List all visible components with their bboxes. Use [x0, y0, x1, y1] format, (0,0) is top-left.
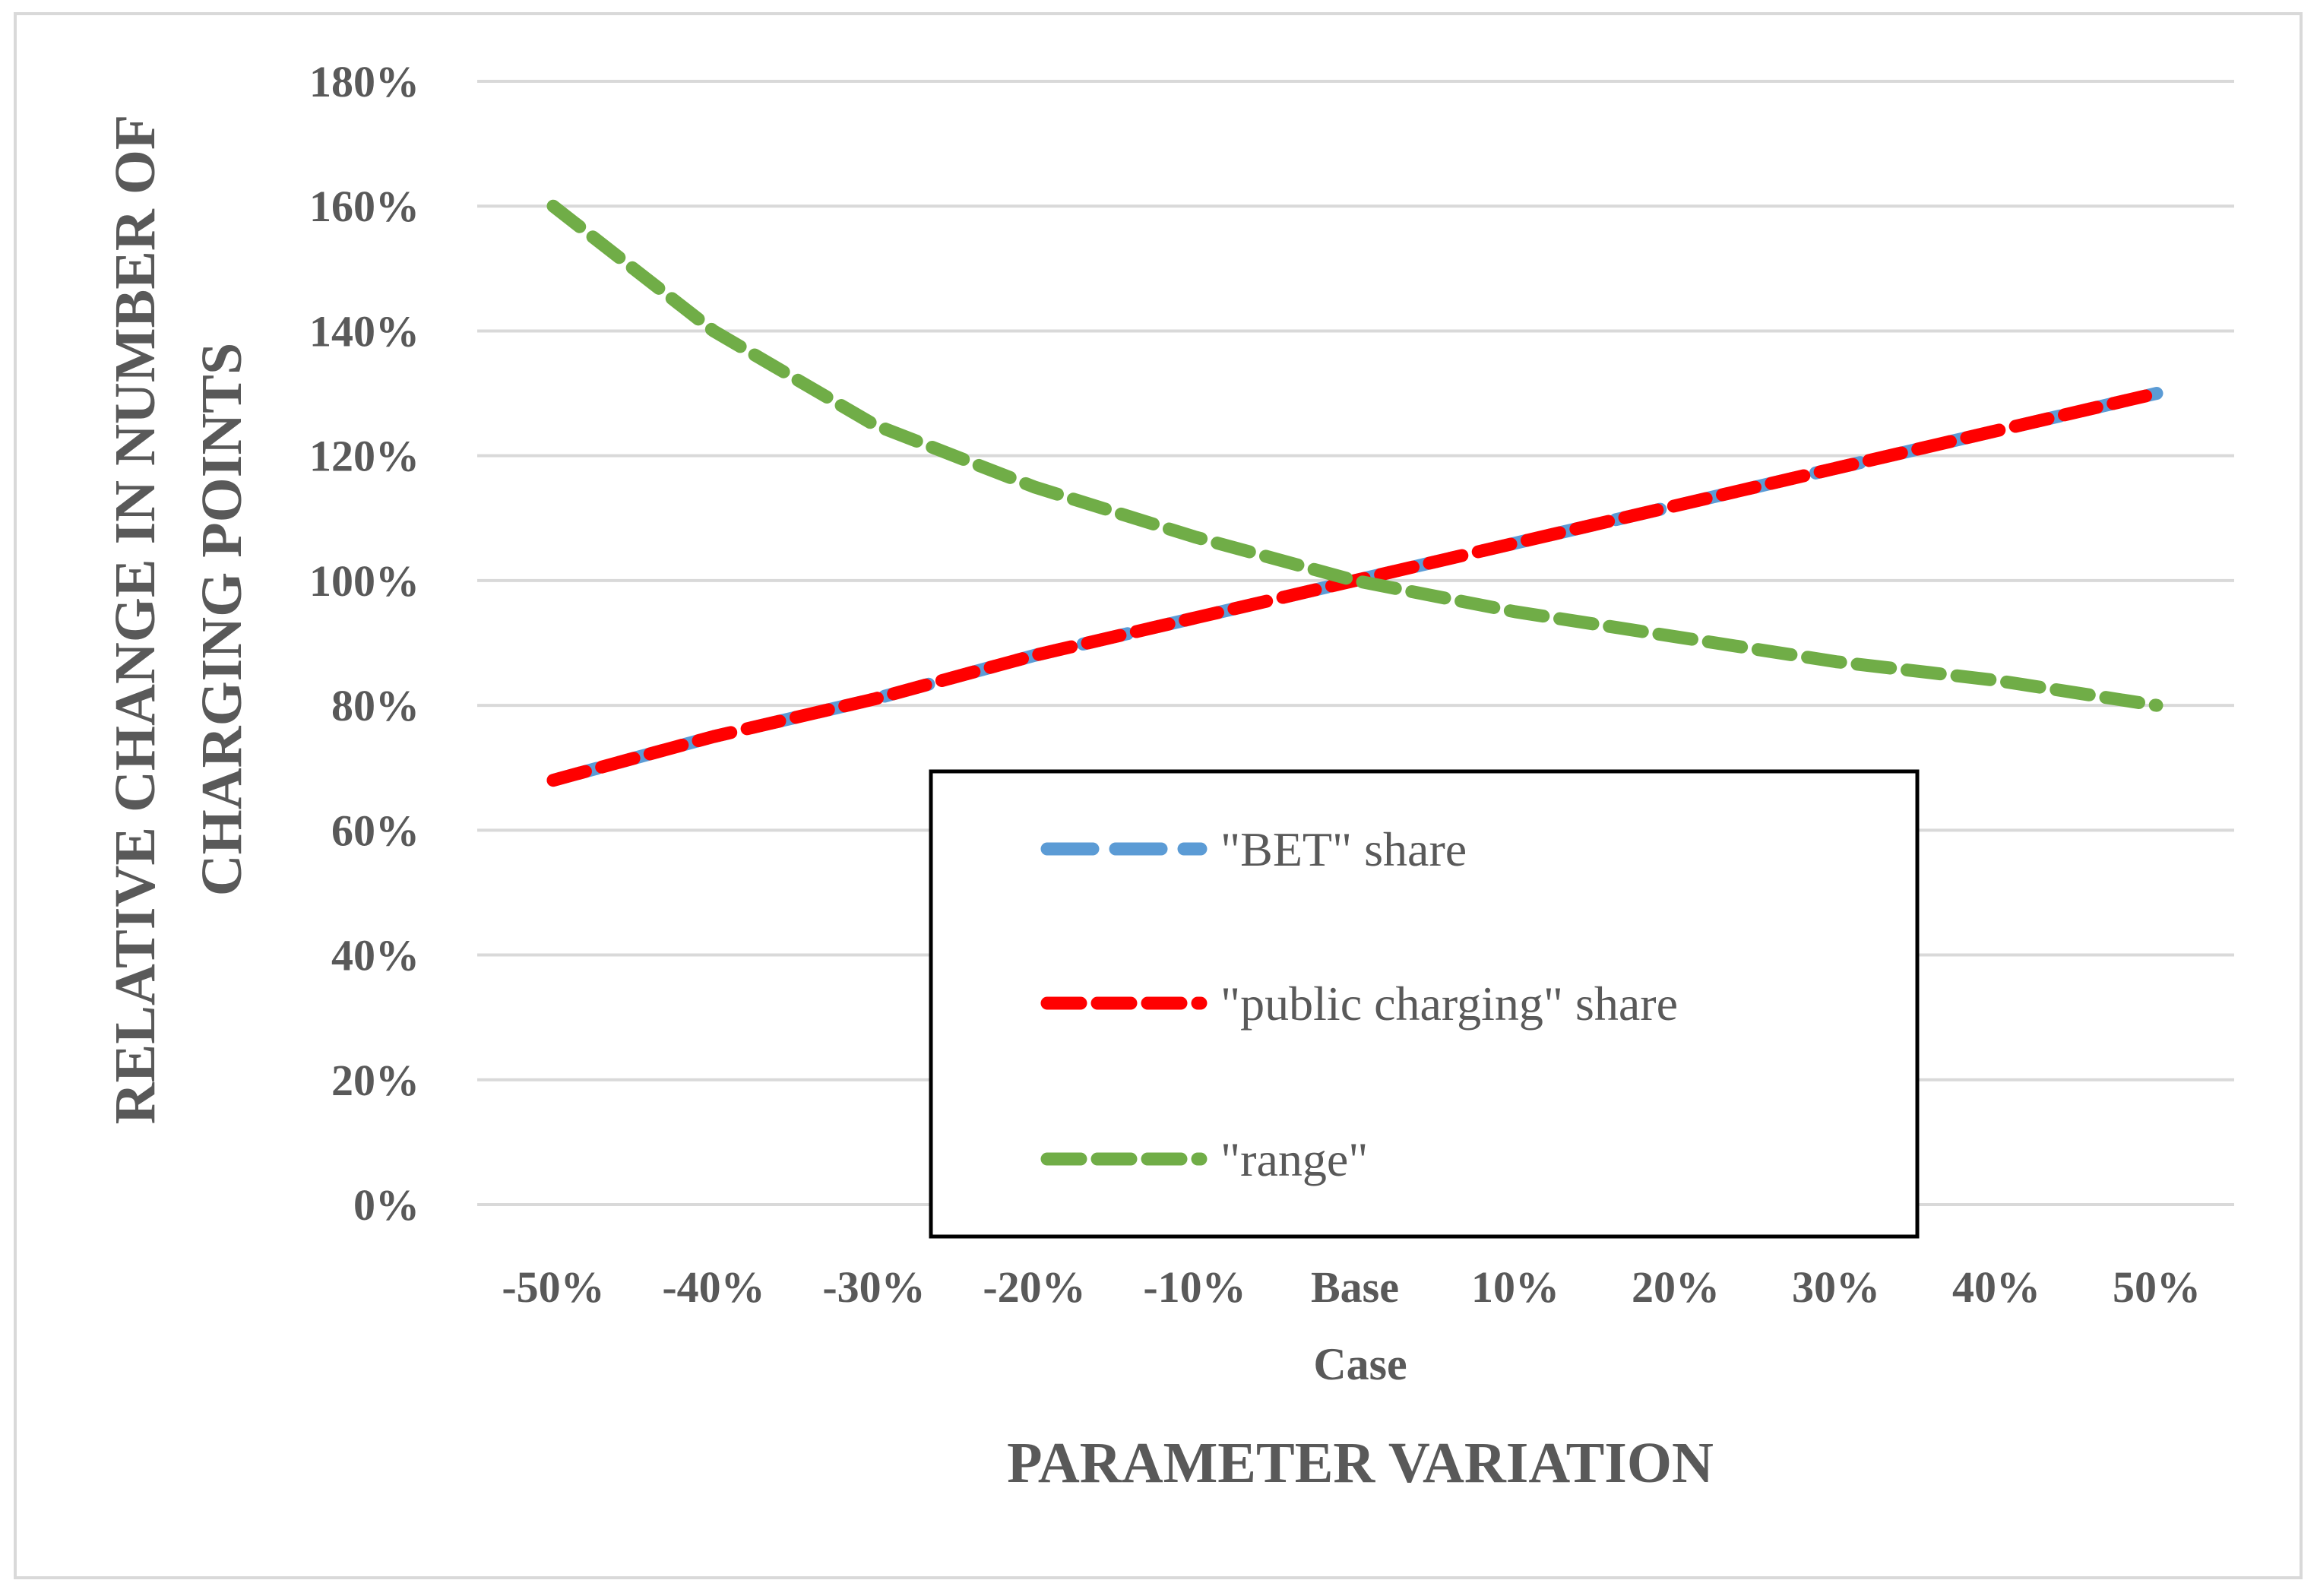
x-tick-label: -30% — [822, 1262, 925, 1312]
x-tick-label: -10% — [1143, 1262, 1246, 1312]
y-axis-title-line-2: CHARGING POINTS — [190, 343, 254, 896]
y-tick-label: 80% — [331, 681, 419, 730]
x-tick-label: 50% — [2113, 1262, 2201, 1312]
series-line-public-charging-share — [546, 387, 2163, 787]
x-tick-label: Base — [1311, 1262, 1399, 1312]
series-lines — [546, 199, 2163, 787]
x-tick-label: -50% — [502, 1262, 604, 1312]
gridlines — [477, 80, 2234, 1206]
x-axis-ticks: -50% -40% -30% -20% -10% Base 10% 20% 30% 40% 50% — [502, 1262, 2201, 1312]
legend-label: "BET" share — [1220, 822, 1467, 876]
y-tick-label: 140% — [309, 306, 419, 356]
y-axis-ticks: 0% 20% 40% 60% 80% 100% 120% 140% 160% 180% — [309, 57, 419, 1230]
legend-label: "public charging" share — [1220, 977, 1678, 1031]
y-tick-label: 20% — [331, 1056, 419, 1105]
x-tick-label: 40% — [1952, 1262, 2040, 1312]
y-tick-label: 0% — [353, 1180, 419, 1230]
x-axis-title: PARAMETER VARIATION — [1007, 1431, 1714, 1495]
legend: "BET" share "public charging" share "range… — [929, 769, 1920, 1239]
legend-item-public-charging-share: "public charging" share — [1040, 977, 1678, 1031]
series-line-range — [546, 199, 2163, 712]
y-tick-label: 160% — [309, 182, 419, 231]
y-tick-label: 40% — [331, 931, 419, 980]
y-tick-label: 60% — [331, 806, 419, 855]
legend-item-range: "range" — [1040, 1132, 1368, 1186]
y-axis-title-line-1: RELATIVE CHANGE IN NUMBER OF — [103, 115, 167, 1125]
x-tick-label: -40% — [662, 1262, 764, 1312]
y-tick-label: 180% — [309, 57, 419, 106]
legend-label: "range" — [1220, 1132, 1368, 1186]
x-tick-label: 10% — [1471, 1262, 1559, 1312]
x-axis-case-label: Case — [1313, 1339, 1407, 1389]
y-tick-label: 120% — [309, 432, 419, 481]
y-tick-label: 100% — [309, 556, 419, 606]
x-tick-label: -20% — [983, 1262, 1085, 1312]
legend-item-bet-share: "BET" share — [1040, 822, 1467, 876]
x-tick-label: 30% — [1792, 1262, 1880, 1312]
x-tick-label: 20% — [1632, 1262, 1720, 1312]
